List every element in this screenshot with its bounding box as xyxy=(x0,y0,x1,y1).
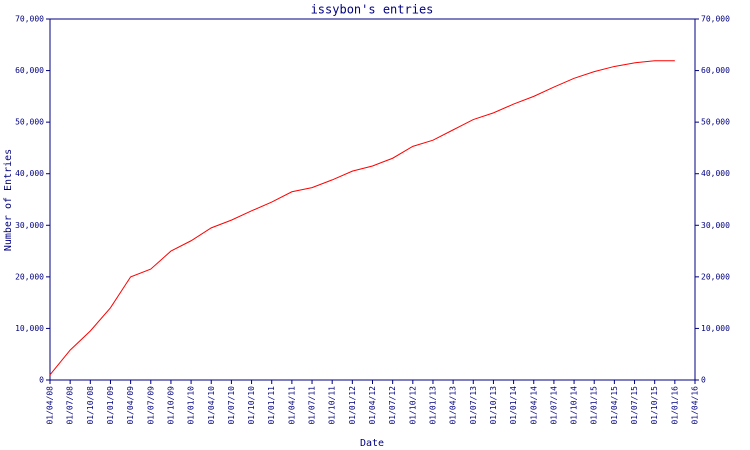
x-tick-label: 01/07/12 xyxy=(388,386,397,425)
x-tick-label: 01/10/11 xyxy=(328,386,337,425)
y-tick-label: 0 xyxy=(39,376,44,385)
data-line xyxy=(49,60,675,376)
x-tick-label: 01/01/10 xyxy=(187,386,196,425)
y-tick-label: 10,000 xyxy=(15,324,44,333)
x-tick-label: 01/04/08 xyxy=(46,386,55,425)
x-tick-label: 01/07/11 xyxy=(308,386,317,425)
y2-tick-label: 50,000 xyxy=(701,118,730,127)
x-tick-label: 01/01/16 xyxy=(670,386,679,425)
x-tick-label: 01/01/13 xyxy=(428,386,437,425)
x-tick-label: 01/07/09 xyxy=(146,386,155,425)
y-axis-label: Number of Entries xyxy=(3,149,14,251)
x-tick-label: 01/10/13 xyxy=(489,386,498,425)
y-tick-label: 50,000 xyxy=(15,118,44,127)
x-tick-label: 01/07/13 xyxy=(469,386,478,425)
x-tick-label: 01/01/12 xyxy=(348,386,357,425)
x-tick-label: 01/10/09 xyxy=(166,386,175,425)
y2-tick-label: 0 xyxy=(701,376,706,385)
x-tick-label: 01/01/09 xyxy=(106,386,115,425)
x-tick-label: 01/10/08 xyxy=(86,386,95,425)
x-tick-label: 01/07/10 xyxy=(227,386,236,425)
y2-tick-label: 20,000 xyxy=(701,272,730,281)
x-tick-label: 01/04/09 xyxy=(126,386,135,425)
x-tick-label: 01/04/13 xyxy=(449,386,458,425)
x-tick-label: 01/07/14 xyxy=(549,386,558,425)
x-tick-label: 01/07/08 xyxy=(66,386,75,425)
x-tick-label: 01/10/12 xyxy=(408,386,417,425)
x-tick-label: 01/04/14 xyxy=(529,386,538,425)
chart-title: issybon's entries xyxy=(311,3,434,17)
x-tick-label: 01/01/15 xyxy=(590,386,599,425)
x-tick-label: 01/04/11 xyxy=(287,386,296,425)
x-tick-label: 01/10/14 xyxy=(570,386,579,425)
x-tick-label: 01/04/16 xyxy=(691,386,700,425)
y-tick-label: 30,000 xyxy=(15,221,44,230)
x-tick-label: 01/01/14 xyxy=(509,386,518,425)
y2-tick-label: 10,000 xyxy=(701,324,730,333)
y2-tick-label: 30,000 xyxy=(701,221,730,230)
x-tick-label: 01/07/15 xyxy=(630,386,639,425)
x-tick-label: 01/04/12 xyxy=(368,386,377,425)
x-tick-label: 01/10/15 xyxy=(650,386,659,425)
plot-frame xyxy=(49,18,696,381)
x-axis-label: Date xyxy=(360,438,384,449)
y-tick-label: 60,000 xyxy=(15,66,44,75)
x-tick-label: 01/01/11 xyxy=(267,386,276,425)
x-tick-label: 01/04/15 xyxy=(610,386,619,425)
y-tick-label: 40,000 xyxy=(15,169,44,178)
y2-tick-label: 60,000 xyxy=(701,66,730,75)
x-tick-label: 01/10/10 xyxy=(247,386,256,425)
y-tick-label: 70,000 xyxy=(15,15,44,24)
y2-tick-label: 70,000 xyxy=(701,15,730,24)
y-tick-label: 20,000 xyxy=(15,272,44,281)
x-tick-label: 01/04/10 xyxy=(207,386,216,425)
y2-tick-label: 40,000 xyxy=(701,169,730,178)
